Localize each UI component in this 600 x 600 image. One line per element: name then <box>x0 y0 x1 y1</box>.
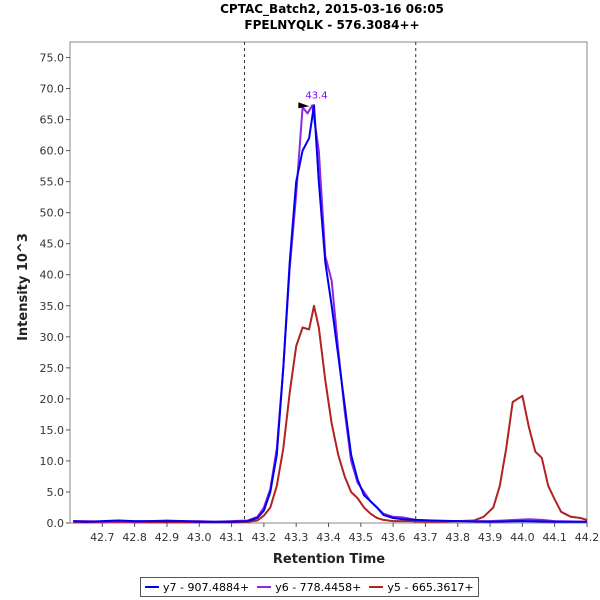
legend-swatch <box>369 586 384 588</box>
chart-title: CPTAC_Batch2, 2015-03-16 06:05 <box>220 2 444 17</box>
x-axis: 42.7 42.8 42.9 43.0 43.1 43.2 43.3 43.4 43.5 43.6… <box>90 523 599 544</box>
chart-legend: y7 - 907.4884+ y6 - 778.4458+ y5 - 665.361… <box>140 577 479 597</box>
series-line-y5 <box>73 304 588 524</box>
legend-item: y7 - 907.4884+ <box>145 581 249 594</box>
x-tick-label: 43.3 <box>284 531 309 544</box>
y-tick-label: 20.0 <box>40 393 65 406</box>
x-tick-label: 43.1 <box>219 531 244 544</box>
y-tick-label: 50.0 <box>40 207 65 220</box>
x-tick-label: 44.2 <box>575 531 600 544</box>
legend-item: y6 - 778.4458+ <box>257 581 361 594</box>
x-tick-label: 42.8 <box>122 531 147 544</box>
y-tick-label: 65.0 <box>40 114 65 127</box>
x-tick-label: 42.7 <box>90 531 115 544</box>
y-tick-label: 55.0 <box>40 176 65 189</box>
x-tick-label: 43.5 <box>349 531 374 544</box>
legend-label: y7 - 907.4884+ <box>163 580 250 594</box>
series-lines <box>73 104 588 524</box>
x-tick-label: 42.9 <box>155 531 180 544</box>
y-axis-title: Intensity 10^3 <box>16 233 31 341</box>
peak-marker <box>298 102 310 109</box>
x-tick-label: 43.2 <box>252 531 277 544</box>
y-axis: 0.0 5.0 10.0 15.0 20.0 25.0 30.0 35.0 40.0 45.0 50… <box>40 52 70 530</box>
y-tick-label: 25.0 <box>40 362 65 375</box>
peak-label: 43.4 <box>305 90 327 101</box>
y-tick-label: 75.0 <box>40 52 65 65</box>
x-axis-title: Retention Time <box>273 552 385 567</box>
y-tick-label: 15.0 <box>40 424 65 437</box>
legend-swatch <box>145 586 159 588</box>
y-tick-label: 35.0 <box>40 300 65 313</box>
y-tick-label: 60.0 <box>40 145 65 158</box>
x-tick-label: 43.8 <box>446 531 471 544</box>
y-tick-label: 70.0 <box>40 83 65 96</box>
x-tick-label: 43.6 <box>381 531 406 544</box>
series-line-y6 <box>73 104 588 523</box>
y-tick-label: 40.0 <box>40 269 65 282</box>
legend-label: y5 - 665.3617+ <box>387 580 474 594</box>
chart-subtitle: FPELNYQLK - 576.3084++ <box>244 18 419 32</box>
y-tick-label: 0.0 <box>47 517 65 530</box>
y-tick-label: 45.0 <box>40 238 65 251</box>
x-tick-label: 43.9 <box>478 531 503 544</box>
legend-label: y6 - 778.4458+ <box>275 580 362 594</box>
legend-swatch <box>257 586 272 588</box>
x-tick-label: 43.4 <box>316 531 341 544</box>
integration-bounds <box>243 42 417 523</box>
x-tick-label: 44.0 <box>510 531 535 544</box>
y-tick-label: 5.0 <box>47 486 65 499</box>
x-tick-label: 43.7 <box>413 531 438 544</box>
series-line-y7 <box>73 104 587 523</box>
legend-item: y5 - 665.3617+ <box>369 580 474 594</box>
y-tick-label: 30.0 <box>40 331 65 344</box>
x-tick-label: 43.0 <box>187 531 212 544</box>
peak-annotation: 43.4 <box>298 90 328 109</box>
y-tick-label: 10.0 <box>40 455 65 468</box>
x-tick-label: 44.1 <box>542 531 567 544</box>
